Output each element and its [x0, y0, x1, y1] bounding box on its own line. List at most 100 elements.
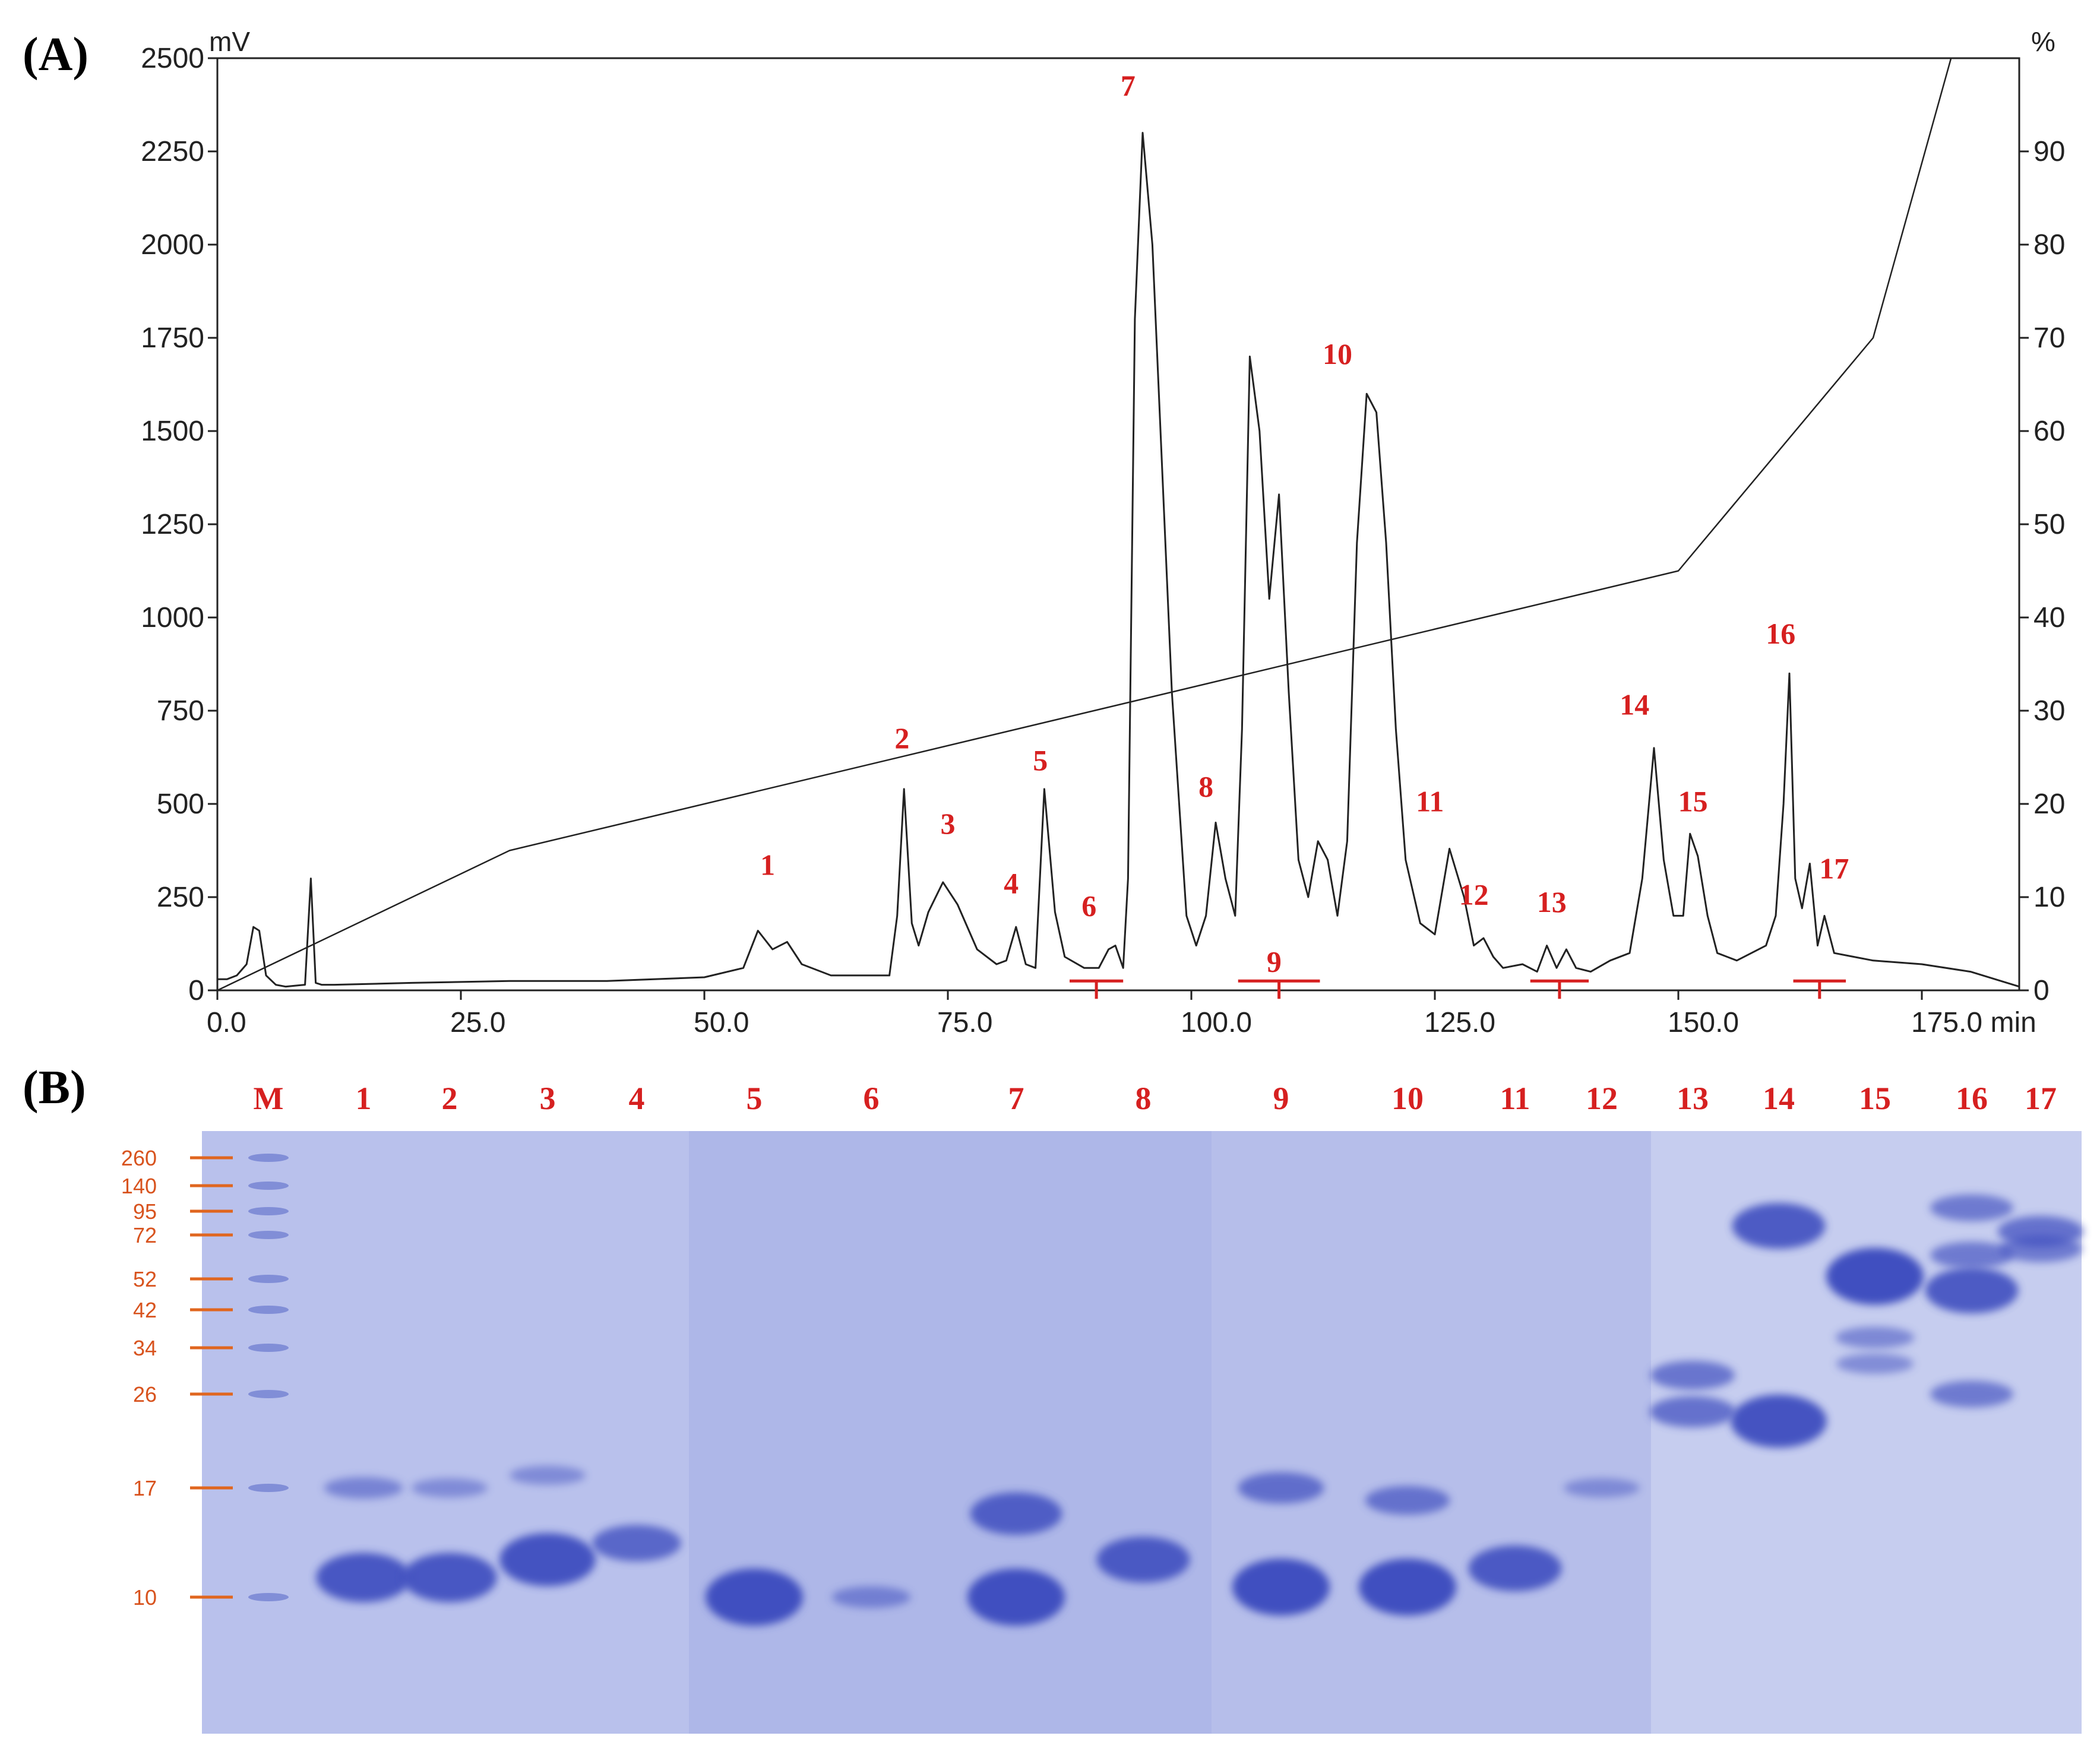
right-axis-unit: % — [2031, 26, 2055, 57]
y-right-tick-label: 0 — [2033, 975, 2050, 1006]
gel-band — [1650, 1360, 1735, 1390]
peak-label: 2 — [894, 721, 909, 755]
gel-band — [592, 1525, 681, 1562]
plot-frame — [216, 57, 2020, 992]
gel-band — [499, 1533, 596, 1586]
gel-band — [1365, 1486, 1450, 1515]
y-left-tick-label: 2250 — [141, 136, 204, 167]
y-left-tick-label: 1500 — [141, 416, 204, 447]
y-right-tick-label: 30 — [2033, 695, 2065, 727]
lane-labels: M 1 2 3 4 5 6 7 8 9 10 11 12 13 14 15 16 17 — [254, 1081, 2057, 1116]
gel-band — [1930, 1380, 2013, 1408]
y-left-tick-label: 750 — [157, 695, 204, 727]
peak-label: 11 — [1416, 785, 1444, 818]
peak-label: 15 — [1678, 785, 1708, 818]
gel-band — [510, 1465, 586, 1485]
marker-kda-label: 34 — [133, 1336, 157, 1360]
lane-label: 1 — [356, 1081, 372, 1116]
y-right-tick-label: 90 — [2033, 136, 2065, 167]
gel-band — [324, 1477, 403, 1499]
left-axis-unit: mV — [209, 26, 250, 57]
x-axis: 0.0 25.0 50.0 75.0 100.0 125.0 150.0 175.0 min — [207, 990, 2036, 1038]
peak-label: 14 — [1620, 688, 1649, 721]
gel-segment — [689, 1131, 1212, 1734]
marker-ladder-band — [248, 1207, 289, 1215]
y-right-tick-label: 20 — [2033, 788, 2065, 820]
peak-label: 3 — [941, 807, 956, 840]
y-right-tick-label: 60 — [2033, 416, 2065, 447]
gel-band — [831, 1586, 911, 1608]
lane-label: 13 — [1677, 1081, 1709, 1116]
gel-band — [1732, 1203, 1826, 1249]
marker-ladder-band — [248, 1344, 289, 1352]
marker-ladder-band — [248, 1182, 289, 1190]
sds-page-gel: M 1 2 3 4 5 6 7 8 9 10 11 12 13 14 15 16 17 2601409572524… — [121, 1081, 2084, 1734]
y-left-tick-label: 0 — [188, 975, 204, 1006]
gel-band — [1930, 1194, 2013, 1221]
peak-label: 7 — [1121, 69, 1136, 102]
lane-label: 11 — [1500, 1081, 1530, 1116]
y-right-tick-label: 50 — [2033, 509, 2065, 540]
y-left-tick-label: 1750 — [141, 322, 204, 354]
peak-label: 16 — [1766, 617, 1795, 650]
gel-band — [402, 1553, 497, 1602]
fraction-brackets — [1070, 979, 1846, 999]
lane-label: 17 — [2025, 1081, 2057, 1116]
peak-label: 5 — [1033, 743, 1048, 777]
gel-band — [706, 1569, 803, 1626]
gel-band — [1096, 1537, 1190, 1583]
x-tick-label: 75.0 — [937, 1007, 992, 1038]
panel-b-label: (B) — [23, 1062, 86, 1114]
peak-label: 1 — [760, 848, 775, 881]
peak-label: 13 — [1537, 885, 1567, 918]
gel-band — [1359, 1559, 1456, 1616]
y-left-tick-label: 2500 — [141, 43, 204, 74]
x-tick-label: 150.0 — [1668, 1007, 1739, 1038]
gel-band — [1731, 1394, 1827, 1448]
x-tick-label: 25.0 — [450, 1007, 505, 1038]
marker-ladder-band — [248, 1390, 289, 1398]
marker-kda-label: 10 — [133, 1585, 157, 1610]
lane-label: M — [254, 1081, 284, 1116]
gel-band — [316, 1553, 411, 1602]
lane-label: 14 — [1763, 1081, 1795, 1116]
lane-label: 6 — [864, 1081, 880, 1116]
marker-kda-label: 26 — [133, 1382, 157, 1407]
marker-kda-label: 260 — [121, 1146, 157, 1170]
gel-band — [1468, 1545, 1562, 1592]
gel-band — [967, 1569, 1065, 1626]
gel-band — [1999, 1235, 2082, 1262]
peak-label: 12 — [1459, 878, 1489, 911]
y-left-tick-label: 2000 — [141, 229, 204, 261]
y-left-tick-label: 1000 — [141, 602, 204, 634]
gel-band — [1930, 1241, 2013, 1269]
chromatogram-chart: mV % 02505007501000125015001750200022502… — [141, 26, 2065, 1038]
marker-kda-label: 72 — [133, 1223, 157, 1247]
series-group — [217, 58, 2020, 992]
lane-label: 15 — [1859, 1081, 1891, 1116]
marker-kda-label: 17 — [133, 1476, 157, 1500]
gel-segment — [1212, 1131, 1651, 1734]
peak-label: 4 — [1004, 867, 1019, 900]
gel-band — [1649, 1396, 1736, 1428]
lane-label: 4 — [629, 1081, 645, 1116]
marker-kda-label: 140 — [121, 1174, 157, 1198]
y-right-tick-label: 70 — [2033, 322, 2065, 354]
y-left-tick-label: 250 — [157, 882, 204, 913]
y-right-tick-label: 10 — [2033, 882, 2065, 913]
lane-label: 5 — [747, 1081, 763, 1116]
marker-ladder-band — [248, 1306, 289, 1314]
gel-band — [1925, 1267, 2019, 1314]
x-tick-label: 100.0 — [1181, 1007, 1252, 1038]
peak-label: 8 — [1198, 769, 1213, 803]
gel-bands — [316, 1194, 2084, 1626]
gel-band — [1826, 1247, 1924, 1305]
lane-label: 10 — [1391, 1081, 1424, 1116]
marker-kda-label: 42 — [133, 1298, 157, 1322]
peak-label: 17 — [1819, 852, 1849, 885]
lane-label: 8 — [1136, 1081, 1152, 1116]
lane-label: 16 — [1956, 1081, 1988, 1116]
peak-label: 6 — [1081, 889, 1096, 922]
